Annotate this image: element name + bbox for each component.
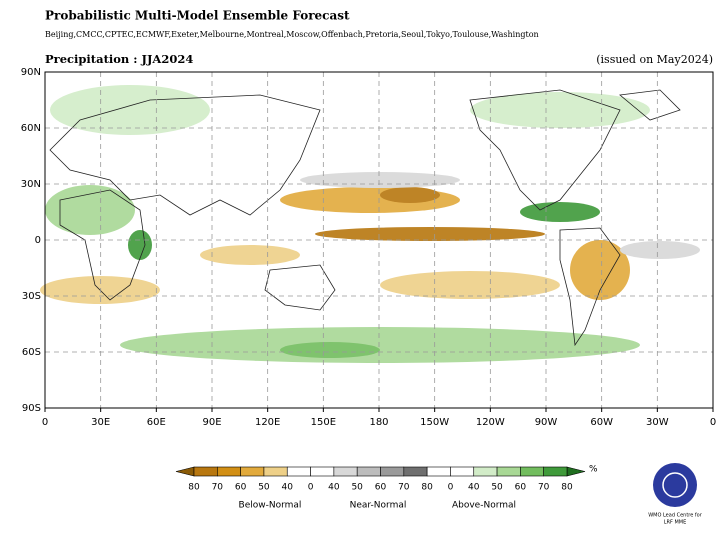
lon-label: 0 [710,417,716,428]
colorbar-label: 80 [421,483,433,493]
colorbar-label: 40 [282,483,294,493]
colorbar-label: 50 [258,483,270,493]
lon-label: 0 [42,417,48,428]
colorbar-end [566,466,586,477]
colorbar-segment [333,466,358,477]
colorbar-label: 70 [398,483,410,493]
lon-label: 150E [311,417,336,428]
colorbar-label: 60 [235,483,247,493]
colorbar-group: Below-Normal [239,501,302,511]
colorbar-segment [263,466,288,477]
colorbar-label: 80 [188,483,200,493]
logo: WMO Lead Centre for LRF MME [648,463,703,526]
lat-label: 0 [35,235,41,246]
subtitle: Beijing,CMCC,CPTEC,ECMWF,Exeter,Melbourn… [45,30,539,39]
colorbar-label: 0 [448,483,454,493]
lon-label: 180 [369,417,388,428]
colorbar-label: 40 [468,483,480,493]
graticule [45,72,713,408]
colorbar-segment [450,466,475,477]
lon-label: 120E [255,417,280,428]
lat-label: 90S [22,403,41,414]
colorbar-group: Near-Normal [350,501,407,511]
forecast-field [40,85,700,363]
lat-label: 30S [22,291,41,302]
colorbar-segment [240,466,265,477]
colorbar-label: 50 [351,483,363,493]
colorbar-label: 80 [561,483,573,493]
variable: Precipitation : JJA2024 [45,52,193,66]
colorbar-segment [543,466,568,477]
lat-label: 60N [21,123,41,134]
colorbar-label: 70 [538,483,550,493]
colorbar-segment [217,466,241,477]
colorbar: 80 70 60 50 40 0 40 50 60 70 80 0 40 50 60 70 80% Below-N… [175,465,598,511]
logo-globe [662,472,688,498]
logo-emblem [653,463,697,507]
colorbar-segment [286,466,311,477]
lat-label: 30N [21,179,41,190]
coastlines [49,89,681,347]
lon-label: 90E [202,417,221,428]
colorbar-group: Above-Normal [452,501,516,511]
colorbar-label: 60 [375,483,387,493]
colorbar-label: 70 [212,483,224,493]
colorbar-segment [473,466,498,477]
lon-label: 150W [420,417,449,428]
logo-text: LRF MME [664,520,687,526]
colorbar-segment [520,466,544,477]
lon-label: 90W [535,417,558,428]
lon-label: 30W [646,417,669,428]
title: Probabilistic Multi-Model Ensemble Forec… [45,9,350,23]
colorbar-segment [403,466,428,477]
colorbar-segment [356,466,381,477]
lon-label: 120W [476,417,505,428]
lon-label: 60E [147,417,166,428]
lat-label: 90N [21,67,41,78]
lat-label: 60S [22,347,41,358]
colorbar-label: 60 [515,483,527,493]
colorbar-unit: % [589,465,598,475]
colorbar-segment [380,466,405,477]
colorbar-end [175,466,195,477]
colorbar-label: 0 [308,483,314,493]
lon-label: 60W [590,417,613,428]
colorbar-segment [310,466,335,477]
colorbar-segment [496,466,521,477]
logo-text: WMO Lead Centre for [648,513,703,519]
lon-label: 30E [91,417,110,428]
colorbar-segment [193,466,218,477]
colorbar-label: 40 [328,483,340,493]
colorbar-label: 50 [491,483,503,493]
issued: (issued on May2024) [596,53,713,66]
colorbar-segment [426,466,451,477]
